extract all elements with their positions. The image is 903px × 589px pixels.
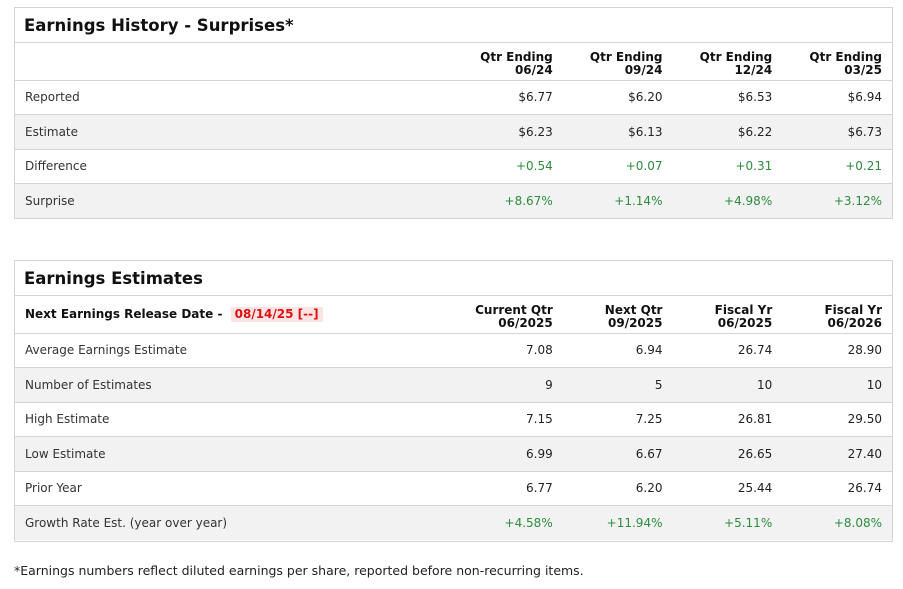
earnings-history-title: Earnings History - Surprises* — [15, 8, 892, 43]
column-header-line1: Fiscal Yr — [824, 302, 882, 317]
earnings-estimates-panel: Earnings Estimates Next Earnings Release… — [14, 260, 893, 542]
cell-value: 9 — [452, 367, 563, 402]
earnings-estimates-table: Next Earnings Release Date - 08/14/25 [-… — [15, 296, 892, 540]
column-header-line2: 09/2025 — [608, 315, 663, 330]
cell-value: 10 — [782, 367, 892, 402]
column-header-line1: Qtr Ending — [589, 49, 663, 64]
cell-value: 25.44 — [672, 470, 783, 506]
column-header-line2: 06/2025 — [717, 315, 773, 330]
cell-value: +11.94% — [562, 505, 673, 540]
table-row-difference: Difference +0.54 +0.07 +0.31 +0.21 — [15, 148, 892, 184]
cell-value: 26.65 — [672, 436, 783, 471]
row-label: Difference — [15, 148, 453, 184]
release-date-header: Next Earnings Release Date - 08/14/25 [-… — [15, 296, 453, 333]
cell-value: $6.22 — [672, 114, 783, 149]
earnings-history-table: Qtr Ending 06/24 Qtr Ending 09/24 Qtr Endi… — [15, 43, 892, 218]
header-row: Qtr Ending 06/24 Qtr Ending 09/24 Qtr Endi… — [15, 43, 892, 80]
cell-value: 28.90 — [782, 332, 892, 368]
earnings-estimates-title: Earnings Estimates — [15, 261, 892, 296]
cell-value: +0.54 — [452, 148, 563, 184]
row-label: Surprise — [15, 183, 453, 218]
column-header-line1: Current Qtr — [475, 302, 553, 317]
column-header: Fiscal Yr 06/2025 — [672, 296, 782, 333]
column-header-line1: Qtr Ending — [480, 49, 553, 64]
footnote: *Earnings numbers reflect diluted earnin… — [14, 563, 584, 578]
cell-value: $6.20 — [562, 79, 673, 115]
column-header: Fiscal Yr 06/2026 — [782, 296, 892, 333]
cell-value: 27.40 — [782, 436, 892, 471]
column-header-line2: 06/2025 — [498, 315, 553, 330]
table-row-reported: Reported $6.77 $6.20 $6.53 $6.94 — [15, 79, 892, 115]
cell-value: 7.08 — [452, 332, 563, 368]
column-header: Qtr Ending 09/24 — [563, 43, 673, 80]
table-row-low-estimate: Low Estimate 6.99 6.67 26.65 27.40 — [15, 436, 892, 471]
header-row: Next Earnings Release Date - 08/14/25 [-… — [15, 296, 892, 333]
cell-value: $6.77 — [452, 79, 563, 115]
cell-value: +1.14% — [562, 183, 673, 218]
cell-value: 26.74 — [782, 470, 892, 506]
release-date-label: Next Earnings Release Date - — [25, 306, 227, 321]
column-header: Qtr Ending 12/24 — [672, 43, 782, 80]
table-row-surprise: Surprise +8.67% +1.14% +4.98% +3.12% — [15, 183, 892, 218]
row-label: Reported — [15, 79, 453, 115]
column-header-line1: Qtr Ending — [699, 49, 773, 64]
cell-value: 7.15 — [452, 401, 563, 437]
cell-value: 6.20 — [562, 470, 673, 506]
column-header-line1: Fiscal Yr — [714, 302, 773, 317]
cell-value: 6.99 — [452, 436, 563, 471]
cell-value: 29.50 — [782, 401, 892, 437]
cell-value: $6.73 — [782, 114, 892, 149]
cell-value: 5 — [562, 367, 673, 402]
column-header-line2: 09/24 — [624, 62, 663, 77]
column-header-line2: 12/24 — [734, 62, 773, 77]
row-label: Average Earnings Estimate — [15, 332, 453, 368]
cell-value: +0.21 — [782, 148, 892, 184]
column-header-line1: Qtr Ending — [809, 49, 882, 64]
cell-value: $6.23 — [452, 114, 563, 149]
cell-value: 7.25 — [562, 401, 673, 437]
cell-value: +0.07 — [562, 148, 673, 184]
table-row-high-estimate: High Estimate 7.15 7.25 26.81 29.50 — [15, 401, 892, 437]
row-label: Number of Estimates — [15, 367, 453, 402]
row-label: Estimate — [15, 114, 453, 149]
cell-value: +8.67% — [452, 183, 563, 218]
cell-value: 6.67 — [562, 436, 673, 471]
row-label: Growth Rate Est. (year over year) — [15, 505, 453, 540]
column-header: Current Qtr 06/2025 — [453, 296, 563, 333]
table-row-growth-rate: Growth Rate Est. (year over year) +4.58%… — [15, 505, 892, 540]
cell-value: +5.11% — [672, 505, 783, 540]
table-row-estimate: Estimate $6.23 $6.13 $6.22 $6.73 — [15, 114, 892, 149]
cell-value: +3.12% — [782, 183, 892, 218]
column-header-line2: 06/24 — [514, 62, 553, 77]
cell-value: 26.81 — [672, 401, 783, 437]
earnings-history-panel: Earnings History - Surprises* Qtr Ending… — [14, 7, 893, 219]
header-blank — [15, 43, 453, 80]
column-header-line2: 03/25 — [844, 62, 882, 77]
cell-value: $6.94 — [782, 79, 892, 115]
cell-value: +8.08% — [782, 505, 892, 540]
cell-value: 26.74 — [672, 332, 783, 368]
table-row-average-estimate: Average Earnings Estimate 7.08 6.94 26.7… — [15, 332, 892, 368]
cell-value: 6.77 — [452, 470, 563, 506]
release-date-badge: 08/14/25 [--] — [230, 306, 323, 322]
table-row-prior-year: Prior Year 6.77 6.20 25.44 26.74 — [15, 470, 892, 506]
column-header: Next Qtr 09/2025 — [563, 296, 673, 333]
cell-value: +4.98% — [672, 183, 783, 218]
cell-value: $6.53 — [672, 79, 783, 115]
cell-value: $6.13 — [562, 114, 673, 149]
cell-value: +4.58% — [452, 505, 563, 540]
table-row-number-of-estimates: Number of Estimates 9 5 10 10 — [15, 367, 892, 402]
column-header-line1: Next Qtr — [604, 302, 663, 317]
column-header-line2: 06/2026 — [827, 315, 882, 330]
column-header: Qtr Ending 06/24 — [453, 43, 563, 80]
row-label: Prior Year — [15, 470, 453, 506]
row-label: High Estimate — [15, 401, 453, 437]
column-header: Qtr Ending 03/25 — [782, 43, 892, 80]
cell-value: 6.94 — [562, 332, 673, 368]
row-label: Low Estimate — [15, 436, 453, 471]
cell-value: 10 — [672, 367, 783, 402]
cell-value: +0.31 — [672, 148, 783, 184]
